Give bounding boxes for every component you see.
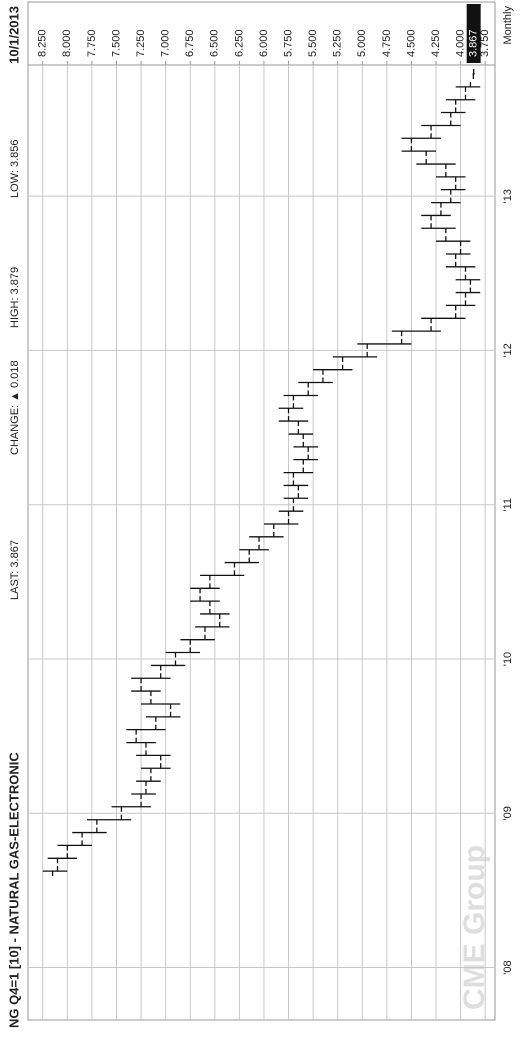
y-tick-label: 7.750 [86, 29, 98, 57]
y-tick-label: 4.750 [381, 29, 393, 57]
y-tick-label: 5.500 [307, 29, 319, 57]
x-tick-label: '13 [502, 189, 514, 203]
y-tick-label: 8.000 [61, 29, 73, 57]
y-tick-label: 6.500 [209, 29, 221, 57]
y-tick-label: 3.750 [479, 29, 491, 57]
chart-title: NG Q4=1 [10] - NATURAL GAS-ELECTRONIC [6, 752, 21, 1028]
y-tick-label: 5.750 [282, 29, 294, 57]
y-tick-label: 6.000 [258, 29, 270, 57]
price-axis-border [27, 1, 496, 66]
stat-change: CHANGE: ▲ 0.018 [9, 360, 21, 455]
last-price-label: 3.867 [468, 29, 480, 57]
period-label: Monthly [502, 6, 514, 45]
y-tick-label: 6.250 [233, 29, 245, 57]
x-tick-label: '08 [502, 960, 514, 974]
x-tick-label: '12 [502, 343, 514, 357]
x-tick-label: '10 [502, 652, 514, 666]
last-price-box [466, 4, 481, 63]
y-tick-label: 5.000 [356, 29, 368, 57]
y-tick-label: 7.000 [160, 29, 172, 57]
stat-low: LOW: 3.856 [9, 140, 21, 199]
x-tick-label: '11 [502, 498, 514, 512]
x-tick-label: '09 [502, 806, 514, 820]
y-tick-label: 7.500 [110, 29, 122, 57]
y-tick-label: 4.500 [405, 29, 417, 57]
y-tick-label: 4.000 [454, 29, 466, 57]
watermark: CME Group [458, 845, 491, 1010]
stat-last: LAST: 3.867 [9, 540, 21, 600]
chart-date: 10/1/2013 [6, 6, 21, 64]
y-tick-label: 8.250 [37, 29, 49, 57]
y-tick-label: 4.250 [430, 29, 442, 57]
y-tick-label: 5.250 [332, 29, 344, 57]
stat-high: HIGH: 3.879 [9, 267, 21, 328]
y-tick-label: 6.750 [184, 29, 196, 57]
y-tick-label: 7.250 [135, 29, 147, 57]
